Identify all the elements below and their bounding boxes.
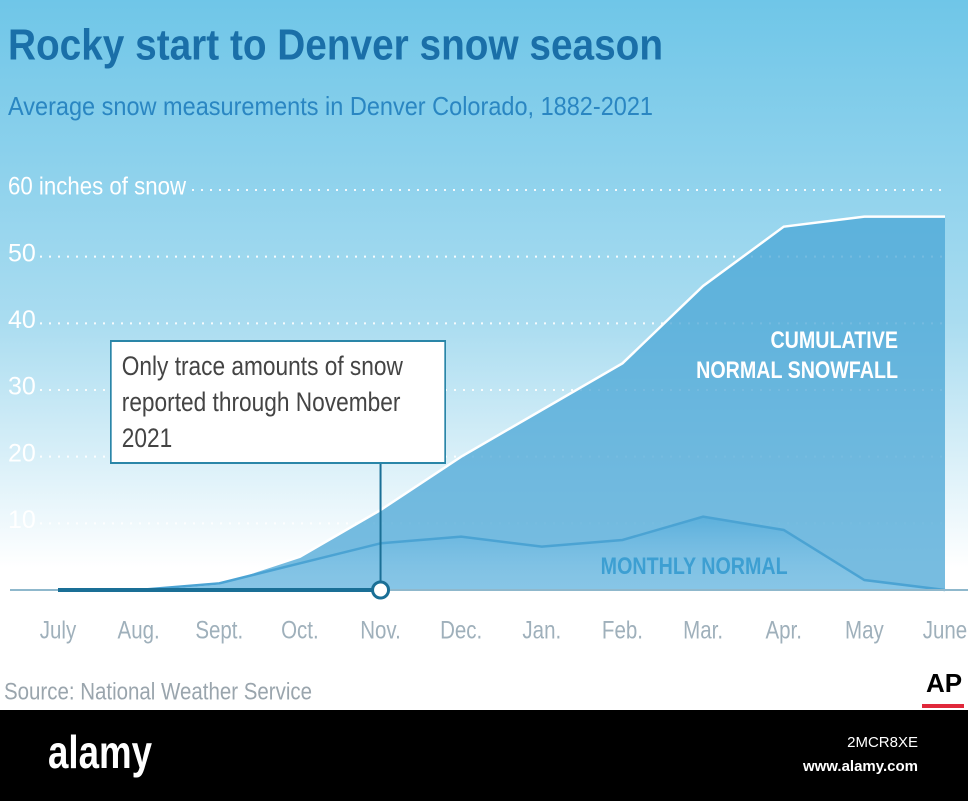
y-tick-label: 40 (8, 306, 36, 334)
watermark-bar (0, 710, 968, 801)
y-tick-label: 30 (8, 373, 36, 401)
monthly-line (58, 515, 946, 592)
y-tick-label: 50 (8, 239, 36, 267)
watermark-brand: alamy (48, 726, 152, 778)
x-tick-label: Apr. (765, 616, 801, 644)
x-tick-label: June (923, 616, 967, 644)
chart-subtitle: Average snow measurements in Denver Colo… (8, 91, 653, 121)
logo: AP (926, 668, 962, 698)
x-tick-label: Oct. (281, 616, 319, 644)
annotation: Only trace amounts of snow reported thro… (110, 340, 446, 464)
logo-bar (922, 704, 964, 708)
x-tick-label: Sept. (195, 616, 243, 644)
y-tick-label: 0 (8, 573, 22, 601)
chart-title: Rocky start to Denver snow season (8, 21, 663, 70)
source: Source: National Weather Service (4, 678, 312, 705)
series-label: CUMULATIVE NORMAL SNOWFALL (696, 327, 898, 384)
y-tick-label: 20 (8, 439, 36, 467)
monthly-area (58, 516, 945, 590)
x-tick-label: July (40, 616, 77, 644)
y-tick-label: 60 inches of snow (8, 173, 187, 201)
cumulative-area (58, 216, 945, 590)
x-tick-label: Feb. (602, 616, 643, 644)
pointer-dot (371, 580, 391, 600)
x-tick-label: Dec. (440, 616, 482, 644)
x-tick-label: Mar. (683, 616, 723, 644)
x-tick-label: Nov. (360, 616, 401, 644)
series-label: MONTHLY NORMAL (600, 553, 788, 580)
y-tick-label: 10 (8, 506, 36, 534)
x-tick-label: May (845, 616, 884, 644)
x-tick-label: Aug. (118, 616, 160, 644)
watermark-url: www.alamy.com (802, 758, 918, 775)
x-tick-label: Jan. (522, 616, 561, 644)
watermark-id: 2MCR8XE (847, 734, 918, 751)
